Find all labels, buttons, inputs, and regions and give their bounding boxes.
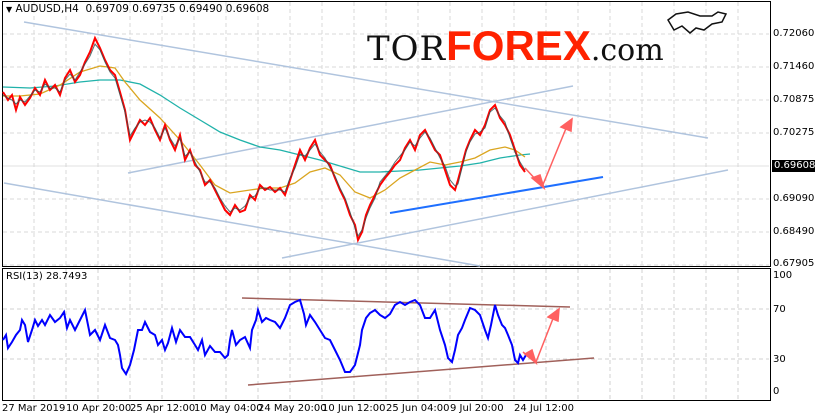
price-tick: 0.69090 xyxy=(773,193,815,204)
time-tick: 9 Jul 20:00 xyxy=(450,403,504,414)
time-tick: 10 Jun 12:00 xyxy=(322,403,386,414)
rsi-tick: 70 xyxy=(773,304,786,315)
support-line xyxy=(389,176,604,214)
chart-header: ▼ AUDUSD,H4 0.69709 0.69735 0.69490 0.69… xyxy=(6,3,269,15)
symbol-label: AUDUSD,H4 xyxy=(15,3,79,15)
time-tick: 25 Apr 12:00 xyxy=(130,403,196,414)
main-grid xyxy=(3,2,769,266)
time-tick: 27 Mar 2019 xyxy=(2,403,66,414)
logo-forex: FOREX xyxy=(446,22,591,69)
time-tick: 24 Jul 12:00 xyxy=(514,403,574,414)
rsi-label: RSI(13) 28.7493 xyxy=(6,271,88,282)
dropdown-triangle-icon[interactable]: ▼ xyxy=(6,5,13,14)
price-tick: 0.71460 xyxy=(773,61,815,72)
time-tick: 10 Apr 20:00 xyxy=(66,403,132,414)
logo-com: .com xyxy=(590,33,664,68)
ma-slow-line xyxy=(2,79,531,173)
price-bull-trace xyxy=(2,43,526,238)
price-tick: 0.68490 xyxy=(773,226,815,237)
price-tick: 0.67905 xyxy=(773,258,815,269)
time-tick: 10 May 04:00 xyxy=(194,403,263,414)
price-tick: 0.70875 xyxy=(773,94,815,105)
current-price-tag: 0.69608 xyxy=(772,160,815,172)
channel-lines xyxy=(3,21,729,267)
rsi-line xyxy=(2,298,527,377)
torforex-logo: TORFOREX.com xyxy=(367,22,664,70)
rsi-tick: 30 xyxy=(773,354,786,365)
time-tick: 25 Jun 04:00 xyxy=(386,403,450,414)
logo-tor: TOR xyxy=(367,29,447,69)
rsi-forecast-arrows xyxy=(522,307,560,366)
price-tick: 0.72060 xyxy=(773,28,815,39)
price-tick: 0.70275 xyxy=(773,127,815,138)
rsi-grid xyxy=(3,269,769,399)
rsi-tick: 0 xyxy=(773,386,780,397)
time-tick: 24 May 20:00 xyxy=(258,403,327,414)
forecast-arrows xyxy=(524,117,573,191)
rsi-tick: 100 xyxy=(773,270,793,281)
ohlc-values: 0.69709 0.69735 0.69490 0.69608 xyxy=(85,3,270,15)
